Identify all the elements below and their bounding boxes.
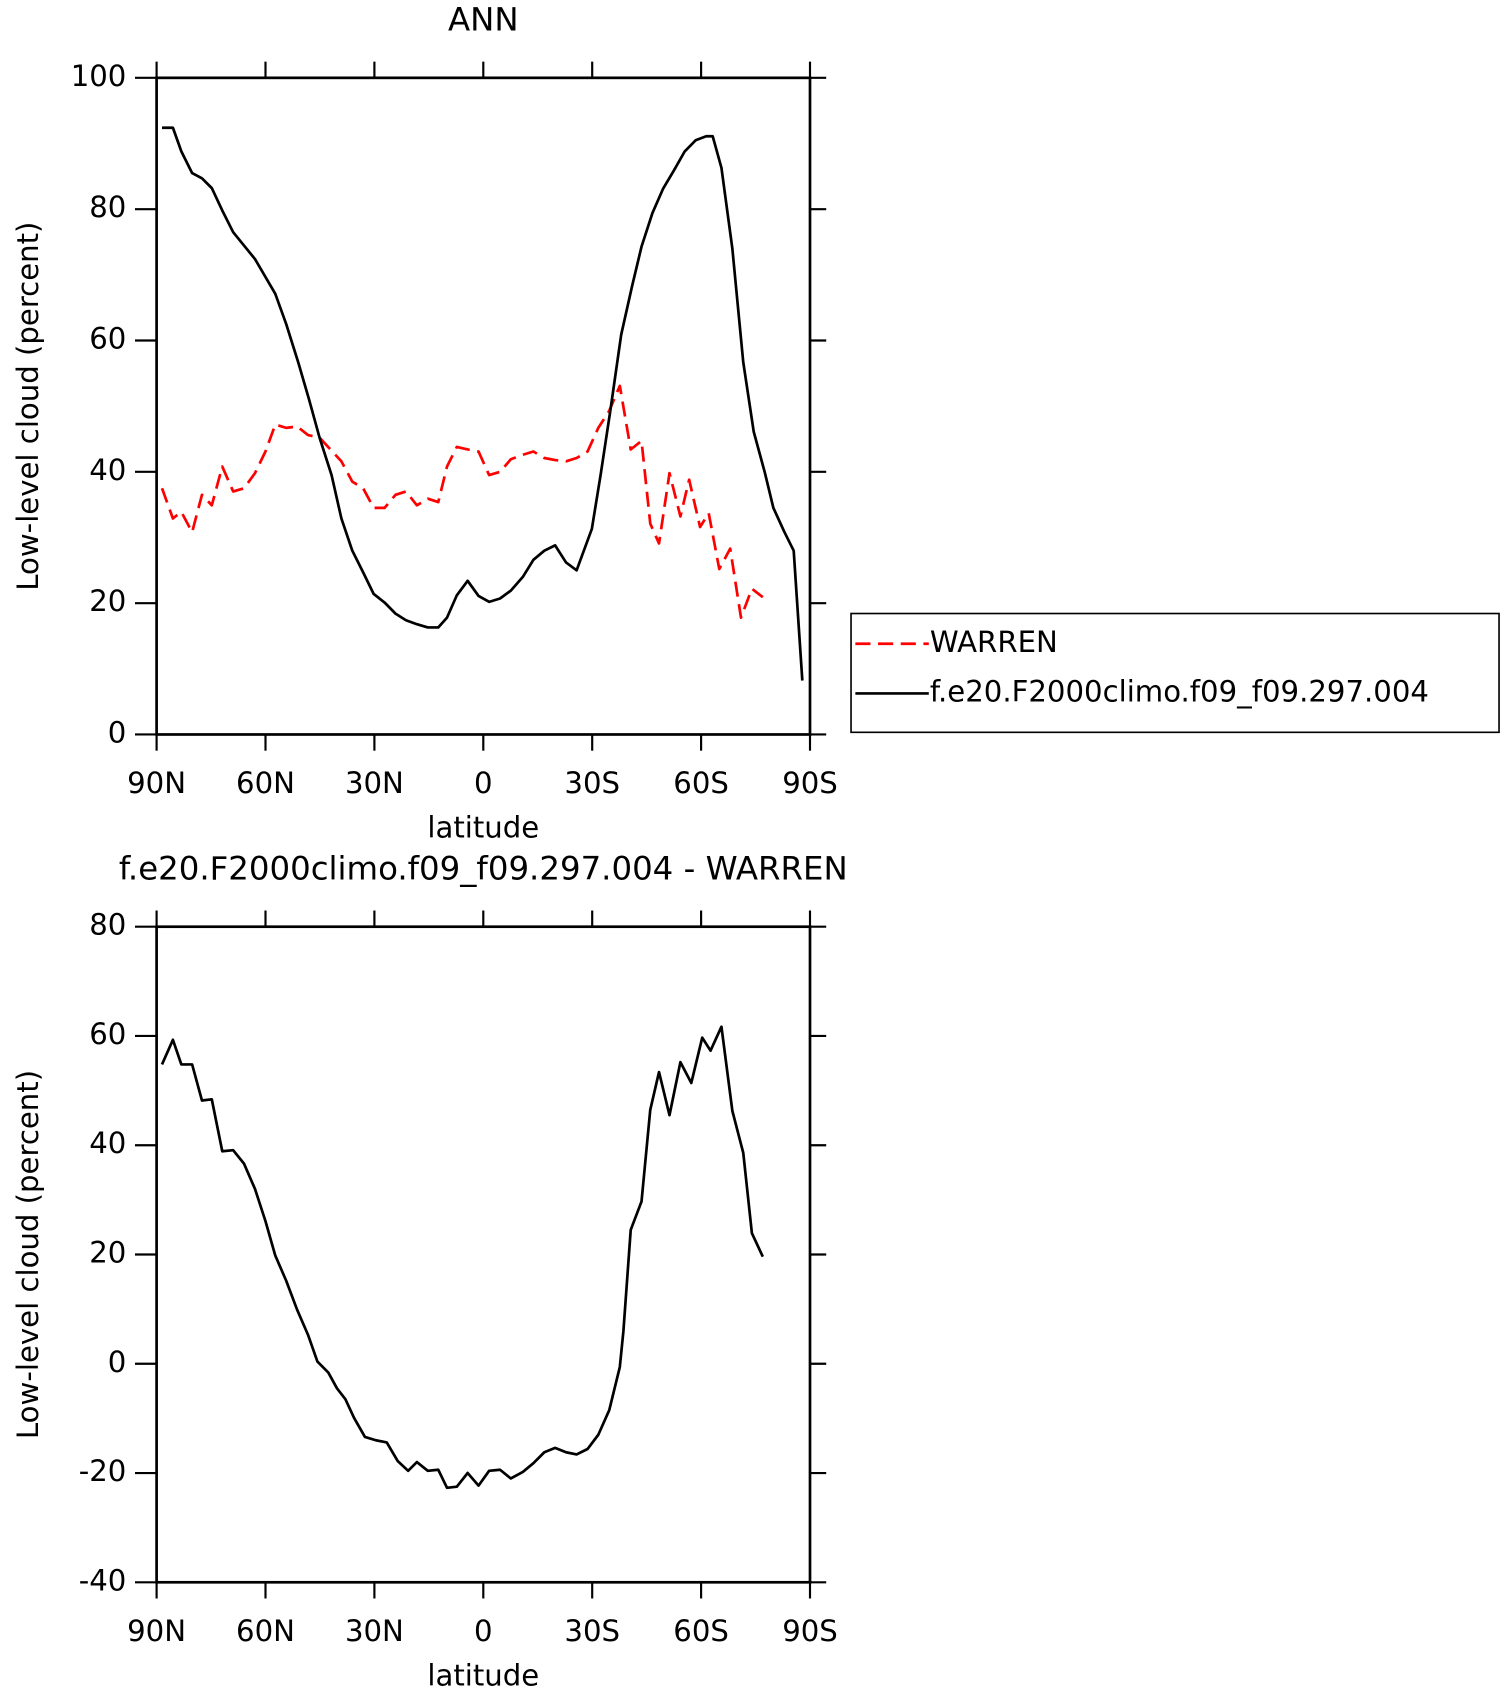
x-tick-label: 90N <box>127 766 186 800</box>
y-tick-label: -40 <box>79 1563 127 1597</box>
x-tick-label: 60N <box>236 766 295 800</box>
x-tick-label: 30S <box>564 1614 620 1648</box>
y-tick-label: 20 <box>89 1236 126 1270</box>
x-tick-label: 60S <box>673 766 729 800</box>
y-tick-label: -20 <box>79 1454 127 1488</box>
x-tick-label: 90N <box>127 1614 186 1648</box>
y-axis-label: Low-level cloud (percent) <box>11 222 45 591</box>
x-tick-label: 60N <box>236 1614 295 1648</box>
plot-frame <box>155 76 812 736</box>
plot-frame <box>155 925 812 1584</box>
y-tick-label: 0 <box>108 1345 127 1379</box>
x-tick-label: 60S <box>673 1614 729 1648</box>
legend-label: WARREN <box>930 625 1058 659</box>
x-axis-label: latitude <box>427 1658 539 1692</box>
legend-box <box>850 612 1500 734</box>
x-tick-label: 90S <box>782 766 838 800</box>
y-tick-label: 80 <box>89 908 126 942</box>
y-tick-label: 60 <box>89 321 126 355</box>
y-axis-label: Low-level cloud (percent) <box>11 1070 45 1439</box>
y-tick-label: 40 <box>89 453 126 487</box>
y-tick-label: 40 <box>89 1126 126 1160</box>
data-line <box>162 126 804 681</box>
y-tick-label: 60 <box>89 1017 126 1051</box>
x-tick-label: 0 <box>474 766 493 800</box>
x-tick-label: 30S <box>564 766 620 800</box>
x-tick-label: 90S <box>782 1614 838 1648</box>
y-tick-label: 80 <box>89 190 126 224</box>
chart-title: ANN <box>448 1 519 39</box>
x-axis-label: latitude <box>427 811 539 845</box>
chart-title: f.e20.F2000climo.f09_f09.297.004 - WARRE… <box>119 850 848 888</box>
y-tick-label: 0 <box>108 715 127 749</box>
legend-label: f.e20.F2000climo.f09_f09.297.004 <box>930 674 1429 708</box>
x-tick-label: 30N <box>345 766 404 800</box>
data-line <box>160 1025 765 1490</box>
data-line <box>160 384 764 619</box>
y-tick-label: 100 <box>71 59 127 93</box>
y-tick-label: 20 <box>89 584 126 618</box>
x-tick-label: 0 <box>474 1614 493 1648</box>
x-tick-label: 30N <box>345 1614 404 1648</box>
